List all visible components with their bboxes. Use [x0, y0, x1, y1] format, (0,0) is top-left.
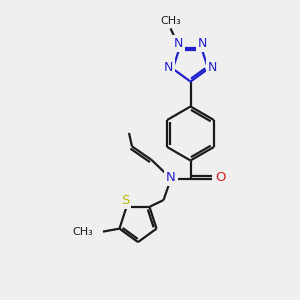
Text: O: O — [215, 171, 226, 184]
Text: N: N — [166, 171, 176, 184]
Text: N: N — [164, 61, 174, 74]
Text: CH₃: CH₃ — [73, 227, 93, 237]
Text: CH₃: CH₃ — [160, 16, 181, 26]
Text: N: N — [198, 37, 208, 50]
Text: N: N — [173, 37, 183, 50]
Text: S: S — [121, 194, 129, 207]
Text: N: N — [207, 61, 217, 74]
